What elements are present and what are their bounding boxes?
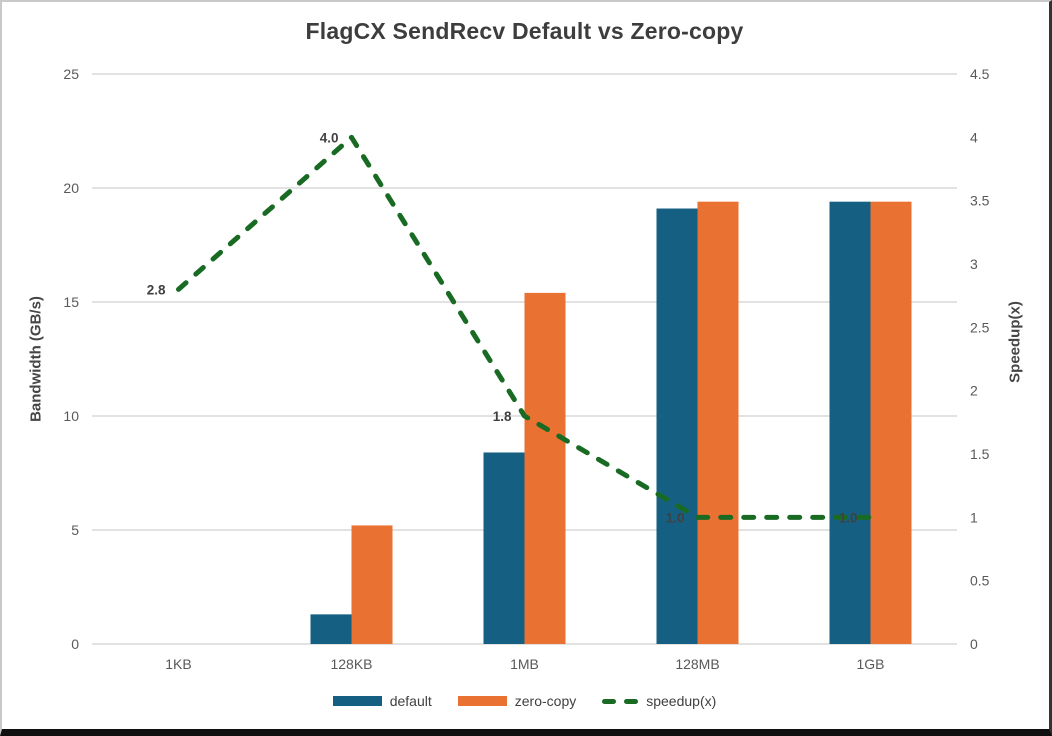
left-axis-tick-label: 15 (63, 294, 79, 310)
speedup-data-label: 1.0 (839, 510, 858, 525)
left-axis-tick-label: 25 (63, 66, 79, 82)
chart-title: FlagCX SendRecv Default vs Zero-copy (305, 18, 744, 44)
legend-label-zero-copy: zero-copy (514, 693, 577, 709)
bar-default (310, 614, 352, 644)
legend: default zero-copy speedup(x) (2, 693, 1047, 709)
right-axis-tick-label: 3 (970, 256, 978, 272)
left-axis-tick-label: 10 (63, 408, 79, 424)
x-axis-tick-label: 128MB (675, 656, 719, 672)
right-axis-tick-label: 1.5 (970, 446, 990, 462)
legend-label-default: default (389, 693, 432, 709)
x-axis-tick-label: 128KB (330, 656, 372, 672)
bar-zero-copy (351, 525, 393, 644)
bar-zero-copy (524, 292, 566, 644)
legend-dash-segment (602, 698, 617, 704)
x-axis-tick-label: 1GB (856, 656, 884, 672)
left-axis-title: Bandwidth (GB/s) (27, 296, 45, 422)
legend-label-speedup: speedup(x) (646, 693, 717, 709)
left-axis-tick-label: 0 (71, 636, 79, 652)
legend-swatch-zero-copy (457, 696, 507, 706)
bar-default (483, 452, 525, 644)
right-axis-tick-label: 4 (970, 129, 978, 145)
legend-dashed-line-icon (602, 698, 639, 704)
right-axis-tick-label: 2 (970, 383, 978, 399)
legend-item-default: default (332, 693, 432, 709)
legend-item-speedup: speedup(x) (602, 693, 716, 709)
bar-zero-copy (870, 201, 912, 644)
speedup-data-label: 2.8 (147, 282, 166, 297)
bar-default (656, 208, 698, 644)
right-axis-tick-label: 3.5 (970, 193, 990, 209)
left-axis-tick-label: 20 (63, 180, 79, 196)
left-axis-tick-label: 5 (71, 522, 79, 538)
right-axis-tick-label: 2.5 (970, 319, 990, 335)
bar-zero-copy (697, 201, 739, 644)
speedup-data-label: 4.0 (320, 130, 339, 145)
right-axis-tick-label: 1 (970, 509, 978, 525)
right-axis-title: Speedup(x) (1006, 301, 1024, 383)
x-axis-tick-label: 1MB (510, 656, 539, 672)
speedup-data-label: 1.8 (493, 409, 512, 424)
right-axis-tick-label: 0.5 (970, 573, 990, 589)
speedup-data-label: 1.0 (666, 510, 685, 525)
legend-item-zero-copy: zero-copy (457, 693, 577, 709)
right-axis-tick-label: 0 (970, 636, 978, 652)
speedup-line (176, 134, 873, 520)
legend-swatch-default (332, 696, 382, 706)
bar-default (829, 201, 871, 644)
right-axis-tick-label: 4.5 (970, 66, 990, 82)
legend-dash-segment (624, 698, 639, 704)
x-axis-tick-label: 1KB (165, 656, 191, 672)
